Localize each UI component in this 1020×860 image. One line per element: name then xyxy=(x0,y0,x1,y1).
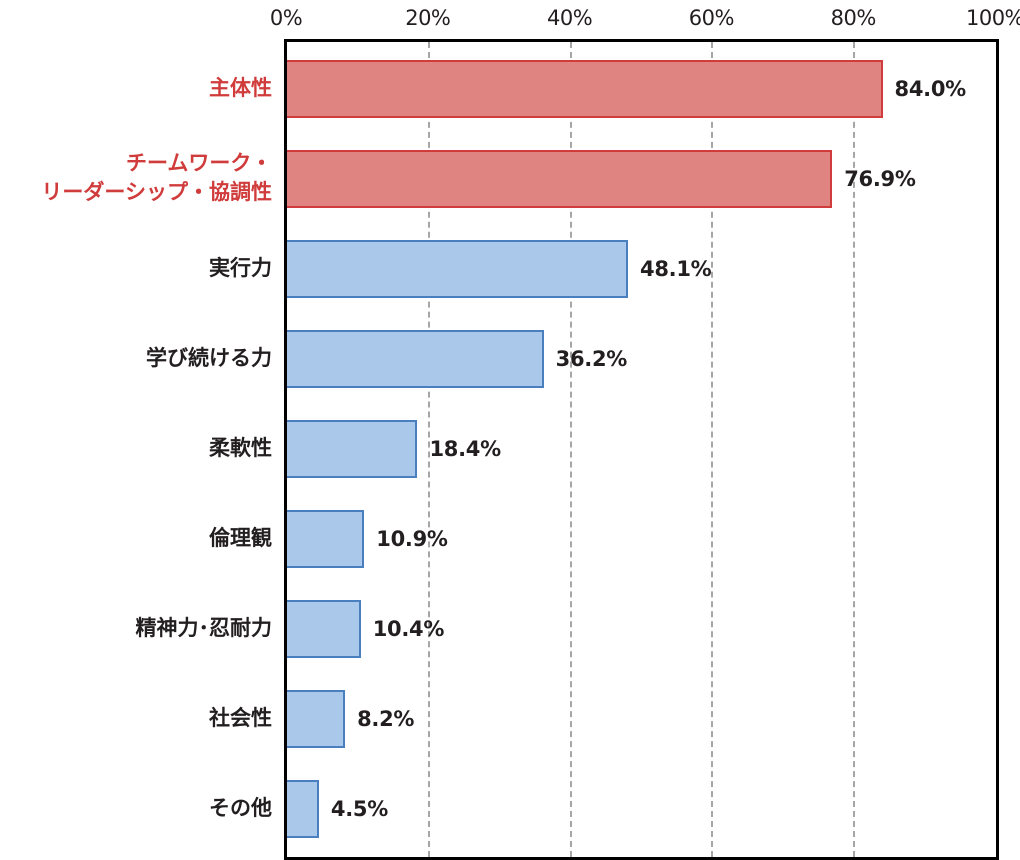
x-tick-label: 40% xyxy=(547,6,593,30)
category-label: その他 xyxy=(209,794,272,823)
category-label: 倫理観 xyxy=(209,524,272,553)
category-label: 柔軟性 xyxy=(209,434,272,463)
category-label-line: 実行力 xyxy=(209,255,272,280)
category-label-line: 柔軟性 xyxy=(209,435,272,460)
category-label: 主体性 xyxy=(209,74,272,103)
category-label: 実行力 xyxy=(209,254,272,283)
plot-area: 84.0% 76.9% 48.1% 36.2% 18.4% 10.9% 10.4% 8.2% 4… xyxy=(284,39,999,860)
bar xyxy=(287,510,365,568)
category-label-line: リーダーシップ・協調性 xyxy=(41,180,272,204)
gridline xyxy=(853,42,856,857)
value-label: 18.4% xyxy=(429,437,501,461)
category-label: チームワーク・リーダーシップ・協調性 xyxy=(41,149,272,207)
value-label: 36.2% xyxy=(555,347,628,371)
category-label-line: 精神力･忍耐力 xyxy=(135,615,273,640)
category-label-line: 倫理観 xyxy=(209,525,272,550)
x-tick-label: 60% xyxy=(688,6,735,30)
category-label-line: 学び続ける力 xyxy=(146,345,272,370)
category-label-line: その他 xyxy=(209,795,272,820)
value-label: 10.4% xyxy=(372,617,445,641)
value-label: 4.5% xyxy=(330,797,388,821)
category-label: 社会性 xyxy=(209,704,272,733)
category-label-line: 社会性 xyxy=(209,705,272,730)
value-label: 84.0% xyxy=(894,77,967,101)
gridline xyxy=(711,42,714,857)
x-tick-label: 80% xyxy=(830,6,877,30)
x-tick-label: 100% xyxy=(965,6,1020,30)
bar xyxy=(287,600,361,658)
gridline xyxy=(569,42,572,857)
x-tick-label: 0% xyxy=(269,6,303,30)
bar xyxy=(287,330,544,388)
bar xyxy=(287,150,833,208)
value-label: 8.2% xyxy=(357,707,415,731)
x-tick-label: 20% xyxy=(405,6,451,30)
bar xyxy=(287,780,319,838)
category-label: 精神力･忍耐力 xyxy=(136,614,273,643)
category-label-line: 主体性 xyxy=(209,75,272,100)
gridline xyxy=(427,42,430,857)
bar xyxy=(287,240,629,298)
value-label: 48.1% xyxy=(640,257,712,281)
value-label: 76.9% xyxy=(844,167,916,191)
category-label: 学び続ける力 xyxy=(146,344,272,373)
bar xyxy=(287,420,418,478)
category-label-line: チームワーク・ xyxy=(126,151,272,175)
bar xyxy=(287,60,883,118)
bar xyxy=(287,690,346,748)
value-label: 10.9% xyxy=(376,527,448,551)
